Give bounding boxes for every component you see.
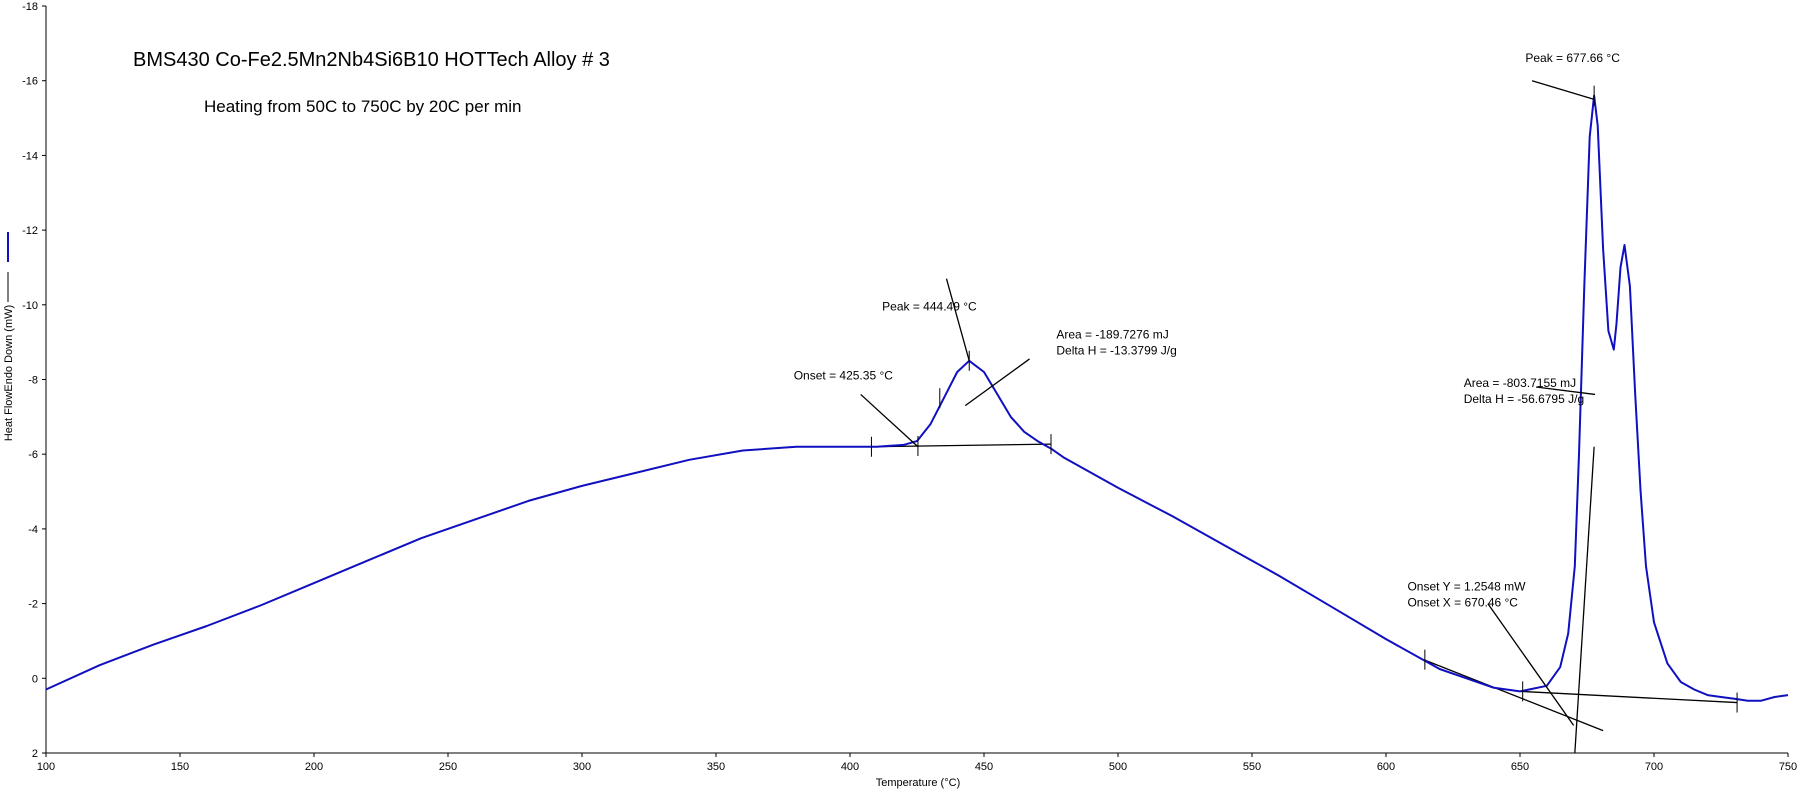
annotation-leader bbox=[860, 393, 919, 448]
x-tick-label: 350 bbox=[707, 761, 725, 773]
x-tick-label: 250 bbox=[439, 761, 457, 773]
y-tick-label: -6 bbox=[28, 449, 38, 461]
y-tick-label: 2 bbox=[32, 748, 38, 760]
baseline-line bbox=[1574, 446, 1595, 754]
chart-subtitle: Heating from 50C to 750C by 20C per min bbox=[204, 97, 522, 116]
x-tick-label: 650 bbox=[1511, 761, 1529, 773]
annotation-text: Onset Y = 1.2548 mW bbox=[1407, 580, 1526, 594]
annotation-text: Delta H = -13.3799 J/g bbox=[1056, 343, 1176, 357]
x-tick-label: 300 bbox=[573, 761, 591, 773]
x-tick-label: 600 bbox=[1377, 761, 1395, 773]
chart-title: BMS430 Co-Fe2.5Mn2Nb4Si6B10 HOTTech Allo… bbox=[133, 49, 610, 71]
annotation-text: Area = -189.7276 mJ bbox=[1056, 327, 1168, 341]
x-tick-label: 500 bbox=[1109, 761, 1127, 773]
annotation-text: Peak = 444.49 °C bbox=[882, 299, 977, 313]
x-tick-label: 550 bbox=[1243, 761, 1261, 773]
baselines bbox=[871, 443, 1738, 754]
annotation-text: Delta H = -56.6795 J/g bbox=[1464, 392, 1584, 406]
x-axis-label: Temperature (°C) bbox=[876, 777, 960, 789]
y-tick-label: -10 bbox=[22, 300, 38, 312]
annotation-leader bbox=[964, 358, 1030, 407]
annotation-text: Area = -803.7155 mJ bbox=[1464, 376, 1576, 390]
annotations: Peak = 444.49 °C Area = -189.7276 mJ Delta… bbox=[794, 51, 1620, 726]
y-tick-label: -4 bbox=[28, 524, 38, 536]
y-tick-label: -18 bbox=[22, 1, 38, 13]
baseline-line bbox=[871, 443, 1052, 448]
x-tick-label: 100 bbox=[37, 761, 55, 773]
annotation-leader bbox=[1531, 80, 1595, 100]
x-tick-label: 750 bbox=[1779, 761, 1797, 773]
x-tick-label: 450 bbox=[975, 761, 993, 773]
x-tick-label: 400 bbox=[841, 761, 859, 773]
series-line bbox=[45, 94, 1789, 702]
y-tick-label: -12 bbox=[22, 225, 38, 237]
series bbox=[45, 94, 1789, 702]
y-tick-label: -14 bbox=[22, 150, 38, 162]
x-tick-label: 200 bbox=[305, 761, 323, 773]
y-tick-label: -8 bbox=[28, 375, 38, 387]
y-tick-label: 0 bbox=[32, 673, 38, 685]
x-tick-label: 700 bbox=[1645, 761, 1663, 773]
annotation-text: Peak = 677.66 °C bbox=[1525, 51, 1620, 65]
annotation-leader bbox=[945, 278, 970, 361]
axes: 100 150 200 250 300 350 400 450 500 550 600 650 700 7… bbox=[22, 1, 1797, 773]
annotation-leader bbox=[1487, 603, 1575, 726]
y-tick-label: -2 bbox=[28, 599, 38, 611]
annotation-text: Onset = 425.35 °C bbox=[794, 369, 894, 383]
x-tick-label: 150 bbox=[171, 761, 189, 773]
baseline-line bbox=[1423, 659, 1604, 732]
annotation-leader bbox=[1535, 386, 1596, 396]
annotation-text: Onset X = 670.46 °C bbox=[1407, 596, 1518, 610]
y-axis-label: Heat FlowEndo Down (mW) bbox=[3, 305, 15, 441]
baseline-line bbox=[1519, 690, 1738, 704]
y-tick-label: -16 bbox=[22, 76, 38, 88]
